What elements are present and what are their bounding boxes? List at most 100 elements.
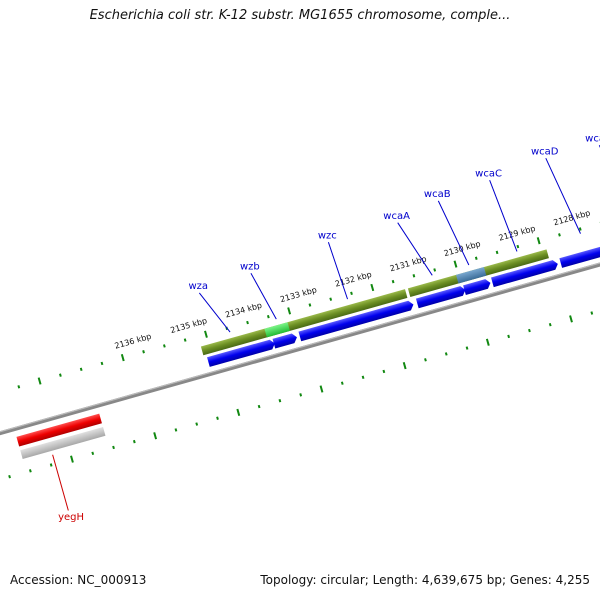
minor-tick [474, 256, 478, 260]
gene-label-yegH[interactable]: yegH [58, 512, 84, 523]
minor-tick [507, 334, 511, 339]
gene-track-plus [16, 413, 106, 459]
minor-tick [412, 274, 416, 278]
minor-tick [299, 393, 303, 397]
topology-text: Topology: circular; Length: 4,639,675 bp… [260, 573, 590, 587]
major-tick [402, 361, 407, 370]
cds-track [200, 249, 549, 356]
gene-label-group: wzawzbwzcwcaAwcaBwcaCwcaDwcaEwcaFyegH [52, 133, 600, 523]
major-tick [287, 307, 292, 315]
major-tick [536, 237, 541, 245]
gene-label-wzc[interactable]: wzc [318, 230, 337, 241]
minor-tick [29, 469, 32, 473]
major-tick [37, 377, 42, 385]
cds-feature-highlight-blue[interactable] [456, 266, 487, 284]
chromosome-backbone-highlight [0, 208, 600, 480]
gene-callout-line [198, 292, 231, 333]
minor-tick [183, 338, 187, 342]
minor-tick [266, 314, 270, 319]
minor-tick [278, 398, 282, 403]
gene-label-wcaD[interactable]: wcaD [531, 146, 559, 157]
minor-tick [216, 416, 219, 420]
gene-label-wzb[interactable]: wzb [240, 261, 260, 272]
minor-tick [495, 250, 499, 255]
minor-tick [257, 404, 261, 409]
minor-tick [361, 375, 365, 380]
outer-tick-row [17, 221, 600, 389]
major-tick [70, 455, 74, 463]
minor-tick [382, 369, 386, 374]
minor-tick [308, 303, 312, 307]
inner-tick-row [8, 311, 594, 479]
major-tick [569, 315, 573, 323]
minor-tick [578, 227, 582, 231]
minor-tick [444, 352, 448, 356]
gene-label-wcaB[interactable]: wcaB [424, 189, 451, 200]
kbp-label: 2128 kbp [553, 208, 592, 227]
minor-tick [340, 381, 344, 385]
cds-feature[interactable] [200, 289, 408, 356]
minor-tick [528, 328, 531, 333]
kbp-label: 2136 kbp [114, 332, 153, 351]
major-tick [204, 330, 208, 338]
gene-label-wza[interactable]: wza [188, 281, 208, 292]
minor-tick [174, 428, 178, 432]
minor-tick [516, 244, 520, 249]
gene-callout-line [545, 157, 581, 234]
gene-label-wcaA[interactable]: wcaA [383, 211, 410, 222]
minor-tick [558, 233, 561, 237]
minor-tick [590, 311, 594, 315]
minor-tick [548, 322, 552, 327]
cds-feature-gray[interactable] [20, 427, 106, 459]
minor-tick [433, 268, 437, 272]
minor-tick [162, 344, 166, 348]
minor-tick [17, 385, 21, 389]
minor-tick [79, 367, 83, 372]
kbp-label: 2131 kbp [389, 254, 428, 273]
kbp-label: 2130 kbp [443, 239, 482, 258]
minor-tick [49, 463, 53, 467]
major-tick [370, 283, 375, 292]
kbp-label: 2133 kbp [279, 285, 318, 304]
minor-tick [329, 297, 333, 301]
minor-tick [8, 474, 11, 479]
gene-callout-line [437, 200, 470, 266]
gene-arrow-wza[interactable] [207, 339, 276, 367]
major-tick [485, 338, 490, 346]
minor-tick [112, 445, 115, 450]
minor-tick [91, 451, 95, 456]
major-tick [236, 408, 241, 417]
minor-tick [424, 358, 427, 362]
cds-feature-highlight-green[interactable] [264, 322, 290, 338]
gene-arrow-wzb[interactable] [272, 332, 298, 349]
map-title: Escherichia coli str. K-12 substr. MG165… [89, 8, 511, 23]
gene-label-wcaC[interactable]: wcaC [475, 168, 502, 179]
gene-arrow-wcaA[interactable] [415, 285, 467, 309]
gene-callout-line [52, 454, 69, 511]
gene-arrow-wcaD[interactable] [559, 242, 600, 268]
major-tick [153, 432, 158, 440]
kbp-label: 2134 kbp [224, 301, 263, 320]
kbp-label: 2132 kbp [334, 270, 373, 289]
gene-arrow-wzc[interactable] [298, 300, 414, 342]
minor-tick [132, 439, 136, 444]
minor-tick [142, 350, 145, 354]
gene-arrow-yegH[interactable] [16, 413, 102, 447]
kbp-label: 2135 kbp [169, 316, 208, 335]
minor-tick [350, 291, 353, 296]
major-tick [453, 260, 458, 268]
major-tick [120, 353, 125, 362]
gene-label-wcaE[interactable]: wcaE [585, 133, 600, 144]
minor-tick [100, 361, 104, 366]
accession-text: Accession: NC_000913 [10, 573, 147, 587]
gene-track-minus [207, 242, 600, 367]
gene-arrow-wcaB[interactable] [463, 278, 492, 295]
gene-arrow-wcaC[interactable] [491, 259, 559, 288]
gene-callout-line [489, 180, 518, 252]
minor-tick [246, 320, 249, 325]
kbp-label: 2129 kbp [498, 224, 537, 243]
gene-callout-line [250, 273, 277, 320]
minor-tick [391, 279, 395, 284]
minor-tick [465, 346, 469, 350]
